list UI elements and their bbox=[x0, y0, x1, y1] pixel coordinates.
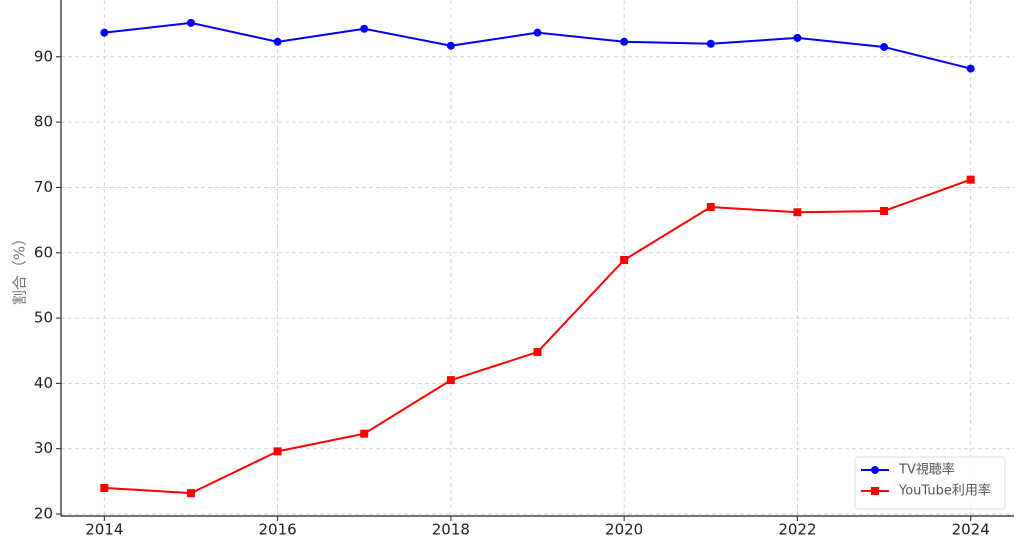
y-tick-label: 40 bbox=[34, 374, 53, 392]
data-point bbox=[533, 348, 542, 357]
data-point bbox=[793, 33, 802, 42]
data-point bbox=[706, 39, 715, 48]
x-tick-label: 2020 bbox=[605, 521, 643, 539]
x-tick-label: 2016 bbox=[258, 521, 296, 539]
data-point bbox=[360, 429, 369, 438]
y-tick-label: 60 bbox=[34, 243, 53, 261]
y-tick-label: 80 bbox=[34, 113, 53, 131]
data-point bbox=[186, 489, 195, 498]
data-point bbox=[620, 37, 629, 46]
data-point bbox=[706, 203, 715, 212]
data-point bbox=[446, 376, 455, 385]
data-point bbox=[793, 208, 802, 217]
legend-box bbox=[854, 456, 1006, 510]
data-point bbox=[100, 483, 109, 492]
data-point bbox=[966, 64, 975, 73]
y-tick-label: 70 bbox=[34, 178, 53, 196]
data-point bbox=[880, 206, 889, 215]
data-point bbox=[100, 28, 109, 37]
data-point bbox=[273, 37, 282, 46]
y-tick-label: 20 bbox=[34, 505, 53, 523]
y-axis-label: 割合（%） bbox=[11, 231, 29, 305]
y-tick-label: 90 bbox=[34, 47, 53, 65]
data-point bbox=[880, 43, 889, 52]
legend-marker bbox=[871, 466, 879, 474]
data-point bbox=[360, 24, 369, 33]
legend-marker bbox=[871, 487, 879, 495]
y-tick-label: 50 bbox=[34, 309, 53, 327]
legend-label: YouTube利用率 bbox=[898, 483, 991, 499]
x-tick-label: 2018 bbox=[432, 521, 470, 539]
series-line bbox=[104, 178, 972, 495]
x-tick-label: 2024 bbox=[952, 521, 990, 539]
data-point bbox=[533, 28, 542, 37]
y-tick-label: 30 bbox=[34, 439, 53, 457]
x-tick-label: 2022 bbox=[778, 521, 816, 539]
data-point bbox=[620, 255, 629, 264]
data-point bbox=[966, 175, 975, 184]
data-point bbox=[186, 18, 195, 27]
legend: TV視聴率 YouTube利用率 bbox=[854, 456, 1006, 510]
data-point bbox=[446, 41, 455, 50]
legend-label: TV視聴率 bbox=[898, 462, 955, 478]
data-point bbox=[273, 447, 282, 456]
x-tick-label: 2014 bbox=[85, 521, 123, 539]
